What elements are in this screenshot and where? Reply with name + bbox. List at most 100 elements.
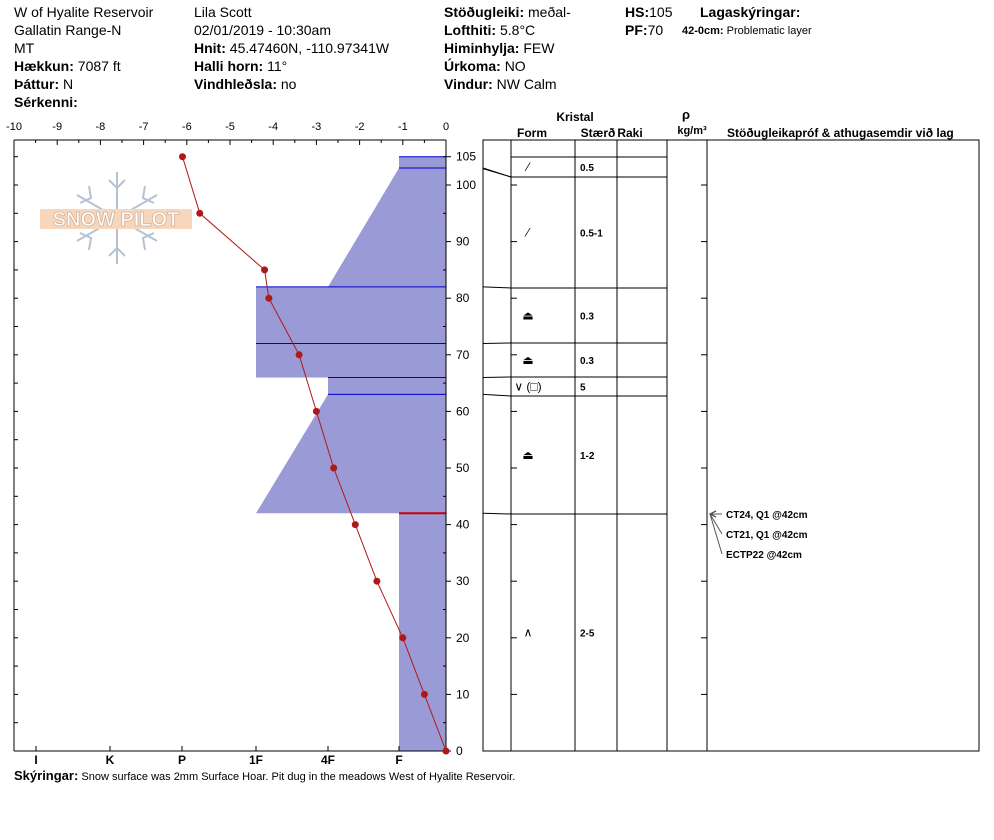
layer-note-text: Problematic layer: [726, 25, 812, 37]
depth-tick-label: 80: [456, 291, 470, 305]
depth-tick-label: 100: [456, 178, 476, 192]
wind-loading: Vindhleðsla: no: [194, 76, 297, 92]
temp-point: [265, 294, 273, 302]
temp-point: [373, 577, 381, 585]
logo-text: SNOW PILOT: [53, 209, 180, 231]
layer-form-5: ⏏: [522, 448, 533, 462]
temp-tick-label: -7: [139, 121, 149, 133]
stability-test-1: CT21, Q1 @42cm: [726, 530, 808, 541]
layer-size-2: 0.3: [580, 312, 594, 323]
layer-size-0: 0.5: [580, 163, 594, 174]
test-arrow-2: [709, 513, 723, 555]
hardness-tick-label: P: [178, 753, 186, 767]
location-state: MT: [14, 40, 35, 56]
layer-form-6: ∧: [524, 626, 533, 640]
location-block: W of Hyalite Reservoir Gallatin Range-N …: [14, 3, 153, 111]
depth-tick-label: 50: [456, 461, 470, 475]
surface-connector: [482, 168, 512, 178]
temp-tick-label: -8: [96, 121, 106, 133]
hardness-tick-label: I: [34, 753, 37, 767]
chart-axes: -10 -9 -8 -7 -6 -5 -4 -3 -2 -1 0010203040506070809…: [6, 121, 476, 767]
layer-size-5: 1-2: [580, 451, 595, 462]
layer-size-3: 0.3: [580, 356, 594, 367]
notes-label: Skýringar:: [14, 768, 79, 783]
coordinates: Hnit: 45.47460N, -110.97341W: [194, 40, 390, 56]
temp-tick-label: -5: [225, 121, 235, 133]
temp-point: [442, 747, 450, 755]
hardness-layer-4: [328, 377, 446, 395]
observer-block: Lila Scott 02/01/2019 - 10:30am Hnit: 45…: [194, 3, 389, 93]
elevation: Hækkun: 7087 ft: [14, 58, 121, 74]
slope-angle: Halli horn: 11°: [194, 58, 288, 74]
stability-test-2: ECTP22 @42cm: [726, 550, 802, 561]
layer-form-1: ⁄: [524, 226, 531, 240]
temp-tick-label: -1: [398, 121, 408, 133]
snowpack-block: HS:105 PF:70: [625, 3, 672, 39]
layer-form-4: ∨ (□): [514, 380, 541, 394]
notes-text: Snow surface was 2mm Surface Hoar. Pit d…: [81, 771, 516, 783]
temp-tick-label: -3: [312, 121, 322, 133]
hardness-tick-label: 1F: [249, 753, 263, 767]
temp-point: [330, 464, 338, 472]
location-name: W of Hyalite Reservoir: [14, 4, 154, 20]
pf-value: PF:70: [625, 22, 664, 38]
precipitation: Úrkoma: NO: [444, 58, 526, 74]
header-density-unit: kg/m³: [677, 125, 707, 137]
header-size: Stærð: [581, 126, 616, 140]
layer-form-2: ⏏: [522, 309, 533, 323]
test-arrowhead-2: [708, 510, 717, 518]
snow-profile-chart: SNOW PILOT -10 -9 -8 -7 -6 -5 -4 -3 -2 -1 00102030…: [6, 107, 980, 767]
temp-point: [295, 351, 303, 359]
layer-size-4: 5: [580, 383, 586, 394]
table-frame: [482, 139, 980, 752]
temp-tick-label: -10: [6, 121, 22, 133]
layer-form-3: ⏏: [522, 353, 533, 367]
temp-point: [312, 407, 320, 415]
depth-tick-label: 30: [456, 574, 470, 588]
depth-tick-label: 90: [456, 235, 470, 249]
sky-cover: Himinhylja: FEW: [444, 40, 555, 56]
layer-table: Kristal Form Stærð Raki ρ kg/m³ Stöðugleikapró…: [482, 107, 980, 752]
obs-datetime: 02/01/2019 - 10:30am: [194, 22, 331, 38]
temp-tick-label: -2: [355, 121, 365, 133]
air-temp: Lofthiti: 5.8°C: [444, 22, 536, 38]
header-form: Form: [517, 126, 547, 140]
temp-tick-label: -6: [182, 121, 192, 133]
temp-point: [178, 153, 186, 161]
aspect: Þáttur: N: [14, 76, 74, 92]
temp-point: [196, 209, 204, 217]
depth-tick-label: 105: [456, 150, 476, 164]
depth-tick-label: 60: [456, 404, 470, 418]
location-range: Gallatin Range-N: [14, 22, 122, 38]
layer-note: 42-0cm: Problematic layer: [682, 22, 812, 40]
hardness-tick-label: 4F: [321, 753, 335, 767]
temp-point: [420, 690, 428, 698]
pit-notes: Skýringar: Snow surface was 2mm Surface …: [14, 767, 515, 786]
temperature-profile: [178, 153, 450, 755]
layer-boundary-2: [482, 286, 667, 289]
hardness-layer-6: [399, 513, 446, 751]
stability: Stöðugleiki: meðal-: [444, 4, 571, 20]
stability-test-0: CT24, Q1 @42cm: [726, 510, 808, 521]
header-rho: ρ: [682, 107, 690, 122]
hardness-layer-0: [399, 156, 446, 169]
depth-tick-label: 70: [456, 348, 470, 362]
temp-point: [261, 266, 269, 274]
temp-tick-label: -4: [268, 121, 278, 133]
hardness-tick-label: K: [106, 753, 115, 767]
snowpilot-logo: SNOW PILOT: [40, 172, 192, 264]
layer-note-range: 42-0cm:: [682, 25, 724, 37]
temp-tick-label: -9: [52, 121, 62, 133]
observer-name: Lila Scott: [194, 4, 252, 20]
hs-value: HS:105: [625, 4, 673, 20]
layer-size-1: 0.5-1: [580, 229, 603, 240]
depth-tick-label: 0: [456, 744, 463, 758]
hardness-profile: [256, 156, 446, 751]
hardness-layer-3: [256, 343, 446, 378]
hardness-layer-5: [256, 394, 446, 514]
depth-tick-label: 20: [456, 631, 470, 645]
layer-notes: Lagaskýringar:: [700, 3, 800, 21]
layer-boundary-5: [482, 393, 667, 397]
conditions-block: Stöðugleiki: meðal- Lofthiti: 5.8°C Himi…: [444, 3, 571, 93]
test-arrow-1: [709, 513, 723, 535]
